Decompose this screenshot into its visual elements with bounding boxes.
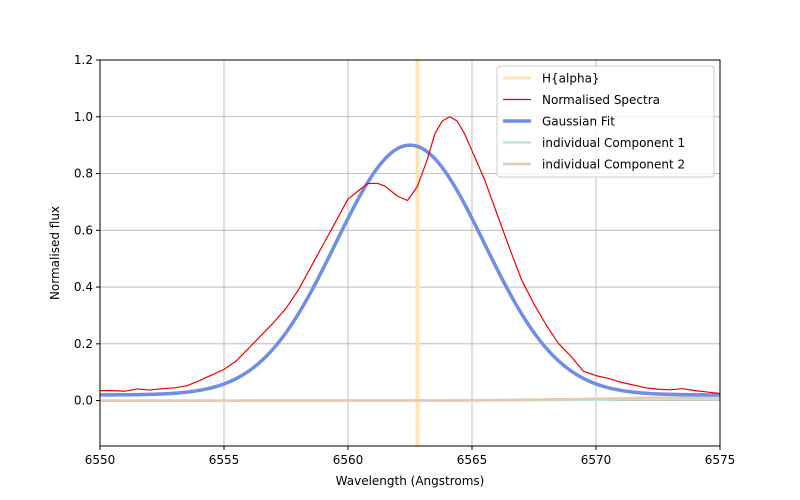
y-tick-label: 0.8	[74, 167, 93, 181]
x-tick-label: 6555	[209, 453, 240, 467]
legend-label-gaussian-fit: Gaussian Fit	[542, 115, 615, 129]
x-tick-label: 6560	[333, 453, 364, 467]
legend-box	[496, 65, 715, 178]
y-tick-label: 0.0	[74, 394, 93, 408]
x-tick-label: 6575	[705, 453, 736, 467]
y-tick-label: 0.4	[74, 280, 93, 294]
legend-label-h-alpha: H{alpha}	[542, 72, 600, 86]
legend: H{alpha} Normalised Spectra Gaussian Fit in…	[496, 65, 715, 178]
y-tick-label: 0.2	[74, 337, 93, 351]
y-tick-label: 1.2	[74, 53, 93, 67]
y-tick-label: 0.6	[74, 223, 93, 237]
axis-ticks: 6550 6555 6560 6565 6570 6575 0.0 0.2 0.4 0.6 0.8 1…	[74, 53, 735, 467]
y-tick-label: 1.0	[74, 110, 93, 124]
x-tick-label: 6550	[85, 453, 116, 467]
x-tick-label: 6565	[457, 453, 488, 467]
x-tick-label: 6570	[581, 453, 612, 467]
individual-component-2-line	[100, 395, 720, 402]
legend-label-individual-component-2: individual Component 2	[542, 158, 685, 172]
legend-label-individual-component-1: individual Component 1	[542, 136, 685, 150]
axes-frame	[99, 59, 721, 447]
x-axis-label: Wavelength (Angstroms)	[336, 474, 485, 488]
plot-series	[100, 60, 720, 446]
normalised-spectra-line	[100, 116, 720, 395]
y-axis-label: Normalised flux	[48, 206, 62, 300]
gaussian-fit-line	[100, 143, 720, 397]
legend-label-normalised-spectra: Normalised Spectra	[542, 93, 660, 107]
